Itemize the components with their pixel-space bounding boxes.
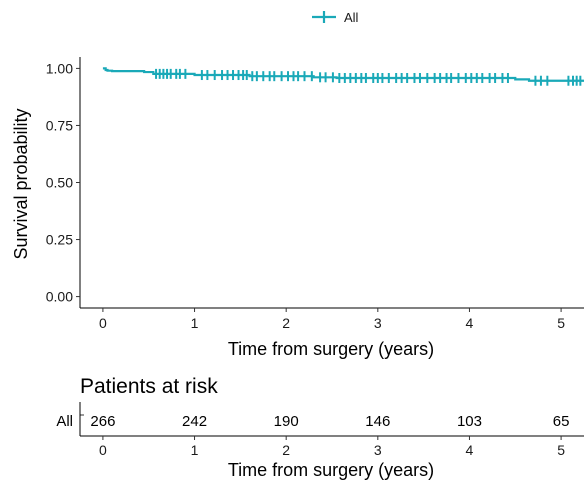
x-axis-title: Time from surgery (years) [228, 339, 434, 359]
x-tick-label: 3 [374, 315, 382, 331]
y-tick-label: 0.50 [46, 175, 73, 191]
risk-value: 266 [90, 413, 115, 430]
x-axis: 0 1 2 3 4 5 [80, 307, 584, 331]
risk-x-tick-label: 3 [374, 442, 382, 458]
y-tick-label: 0.00 [46, 289, 73, 305]
x-tick-label: 2 [282, 315, 290, 331]
x-tick-label: 4 [466, 315, 474, 331]
risk-x-tick-label: 2 [282, 442, 290, 458]
risk-table: Patients at risk All 266 242 190 146 103 65 0… [56, 375, 584, 480]
x-tick-label: 5 [557, 315, 565, 331]
y-tick-label: 0.25 [46, 232, 73, 248]
y-tick-label: 1.00 [46, 60, 73, 76]
risk-x-tick-label: 0 [99, 442, 107, 458]
risk-value: 65 [553, 413, 570, 430]
risk-value: 242 [182, 413, 207, 430]
risk-x-tick-label: 1 [191, 442, 199, 458]
risk-x-axis-title: Time from surgery (years) [228, 460, 434, 480]
risk-row-label: All [56, 413, 73, 430]
risk-table-title: Patients at risk [80, 375, 218, 398]
legend-label-all: All [344, 10, 359, 25]
risk-x-axis: 0 1 2 3 4 5 [79, 402, 584, 458]
risk-value: 190 [274, 413, 299, 430]
risk-value: 103 [457, 413, 482, 430]
risk-x-tick-label: 5 [557, 442, 565, 458]
y-axis: 0.00 0.25 0.50 0.75 1.00 [46, 57, 81, 308]
risk-x-tick-label: 4 [466, 442, 474, 458]
series-group [102, 67, 584, 86]
survival-curve-all [102, 67, 584, 82]
risk-values: 266 242 190 146 103 65 [80, 413, 569, 430]
x-tick-label: 0 [99, 315, 107, 331]
legend: All [312, 10, 359, 25]
x-tick-label: 1 [191, 315, 199, 331]
y-axis-title: Survival probability [11, 108, 31, 259]
survival-plot: Survival probability Time from surgery (… [11, 57, 584, 359]
risk-value: 146 [365, 413, 390, 430]
y-tick-label: 0.75 [46, 117, 73, 133]
